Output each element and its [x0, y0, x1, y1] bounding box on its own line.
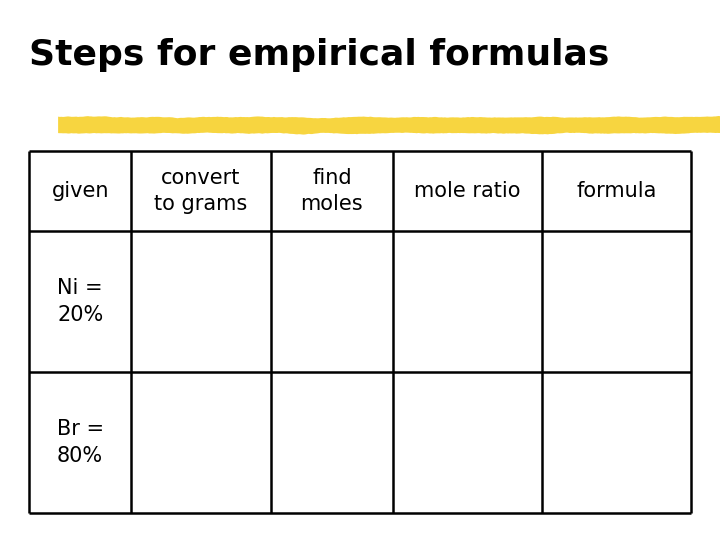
Text: given: given	[51, 181, 109, 201]
Text: mole ratio: mole ratio	[415, 181, 521, 201]
Text: formula: formula	[577, 181, 657, 201]
Text: Br =
80%: Br = 80%	[57, 419, 104, 465]
Text: find
moles: find moles	[300, 168, 363, 214]
Text: Ni =
20%: Ni = 20%	[57, 278, 103, 325]
Text: convert
to grams: convert to grams	[154, 168, 248, 214]
Text: Steps for empirical formulas: Steps for empirical formulas	[29, 38, 609, 72]
